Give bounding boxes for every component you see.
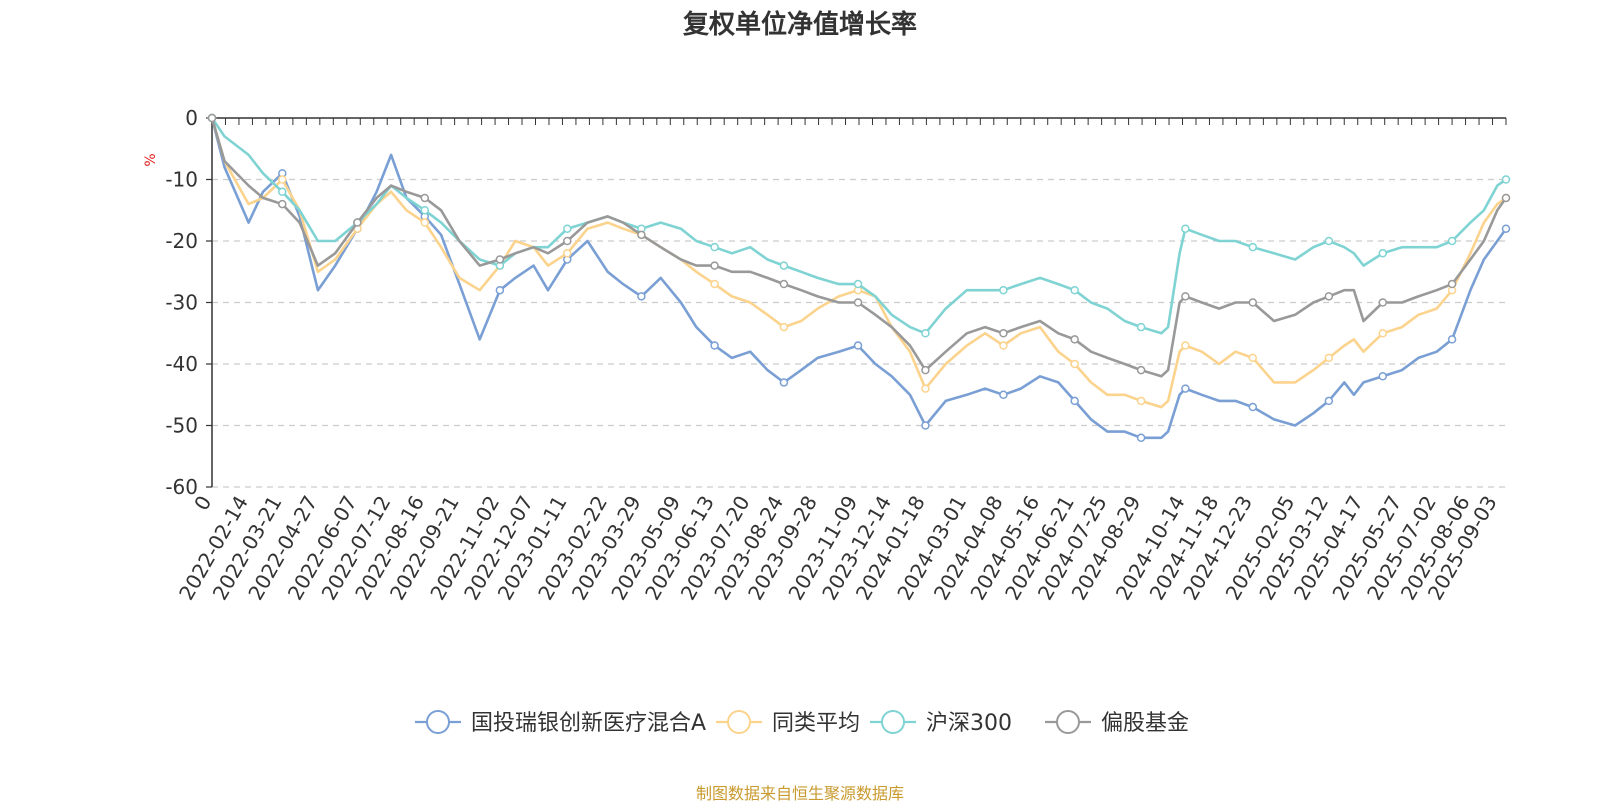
data-point (1070, 359, 1079, 369)
series-line-2 (210, 117, 1507, 335)
chart-title: 复权单位净值增长率 (682, 10, 917, 40)
y-tick-label: -50 (165, 414, 198, 438)
data-point (779, 322, 789, 332)
y-tick-label: -40 (165, 352, 198, 376)
data-point (563, 236, 572, 246)
legend-label: 国投瑞银创新医疗混合A (471, 711, 706, 736)
data-point (637, 292, 646, 301)
data-point (1378, 298, 1388, 307)
data-point (207, 113, 217, 123)
data-point (710, 279, 719, 289)
data-point (1136, 433, 1146, 443)
source-note: 制图数据来自恒生聚源数据库 (695, 784, 904, 803)
legend-label: 同类平均 (772, 711, 860, 736)
legend-label: 偏股基金 (1101, 711, 1189, 736)
series-line-1 (210, 117, 1507, 409)
data-point (420, 206, 430, 215)
data-point (1378, 249, 1388, 258)
data-point (999, 390, 1008, 399)
data-point (921, 421, 930, 430)
data-point (1324, 292, 1334, 301)
data-point (921, 329, 930, 338)
data-point (1447, 236, 1457, 246)
data-point (1248, 402, 1258, 412)
x-tick-label: 0 (189, 492, 216, 515)
data-point (1248, 298, 1258, 307)
data-point (1501, 193, 1511, 203)
data-point (1136, 365, 1146, 375)
data-point (353, 218, 362, 227)
y-axis-label: % (143, 153, 159, 166)
legend-marker (881, 710, 905, 734)
data-point (278, 187, 287, 197)
data-point (1070, 396, 1079, 406)
legend-marker (1056, 710, 1080, 734)
data-point (999, 341, 1008, 350)
data-point (1447, 279, 1457, 289)
data-point (420, 193, 430, 203)
y-tick-label: -60 (165, 475, 198, 499)
data-point (1378, 372, 1388, 381)
y-tick-label: 0 (185, 106, 198, 130)
data-point (1181, 292, 1190, 301)
series-line-3 (210, 117, 1508, 378)
data-point (1324, 396, 1334, 406)
data-point (563, 224, 572, 233)
data-point (495, 285, 505, 295)
data-point (1181, 384, 1190, 393)
data-point (779, 279, 789, 289)
legend-label: 沪深300 (926, 711, 1012, 736)
data-point (1324, 236, 1334, 246)
data-point (1136, 322, 1146, 332)
data-point (420, 218, 430, 227)
data-point (1181, 224, 1190, 233)
data-point (1378, 329, 1388, 338)
y-tick-label: -10 (165, 168, 198, 192)
y-tick-label: -20 (165, 229, 198, 253)
data-point (779, 261, 789, 270)
data-point (1136, 396, 1146, 406)
data-point (1070, 285, 1079, 295)
data-point (710, 261, 719, 270)
legend-marker (727, 710, 751, 734)
data-point (1248, 242, 1258, 252)
data-point (853, 341, 863, 350)
y-tick-label: -30 (165, 291, 198, 315)
data-point (1501, 175, 1511, 184)
series-line-0 (210, 117, 1508, 440)
data-point (1324, 353, 1334, 363)
data-point (1070, 335, 1079, 344)
data-point (921, 365, 930, 375)
data-point (1248, 353, 1258, 363)
data-point (779, 378, 789, 387)
data-point (853, 298, 863, 307)
data-point (999, 329, 1008, 338)
data-point (853, 279, 863, 289)
data-point (710, 242, 719, 252)
data-point (1447, 335, 1457, 344)
data-point (999, 285, 1008, 295)
data-point (278, 175, 287, 184)
data-point (563, 249, 572, 258)
data-point (1501, 224, 1511, 233)
legend-marker (426, 710, 450, 734)
data-point (710, 341, 719, 350)
data-point (921, 384, 930, 393)
data-point (1181, 341, 1190, 350)
data-point (637, 230, 646, 240)
line-chart: 0-10-20-30-40-50-60%02022-02-142022-03-2… (143, 106, 1511, 736)
data-point (495, 255, 505, 264)
data-point (278, 199, 287, 209)
